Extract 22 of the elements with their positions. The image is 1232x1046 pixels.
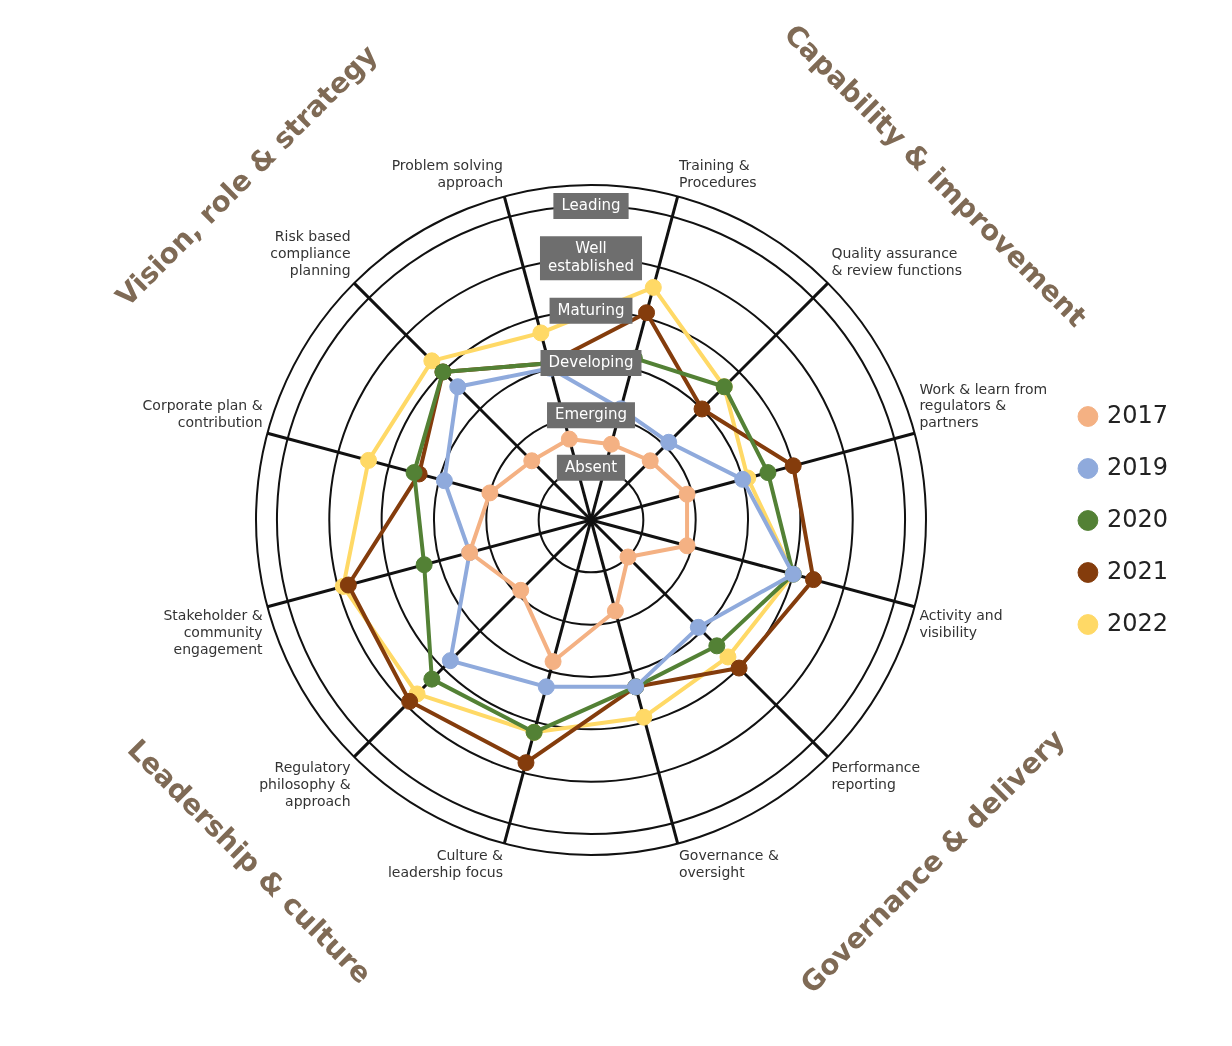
y-tick-label: Developing bbox=[548, 352, 634, 371]
spoke-label: Culture & leadership focus bbox=[387, 847, 504, 881]
spoke-label: Performance reporting bbox=[831, 759, 921, 793]
y-tick-label: Well established bbox=[547, 239, 635, 276]
y-tick-label: Emerging bbox=[555, 405, 627, 424]
spoke-label: Work & learn from regulators & partners bbox=[919, 380, 1048, 431]
spoke-label: Training & Procedures bbox=[677, 157, 757, 190]
spoke-label: Stakeholder & community engagement bbox=[163, 607, 264, 657]
spoke-label: Regulatory philosophy & approach bbox=[259, 759, 351, 810]
legend-label: 2017 bbox=[1106, 400, 1168, 429]
legend-label: 2019 bbox=[1106, 452, 1168, 481]
spoke-label: Governance & oversight bbox=[678, 847, 779, 881]
spoke-label: Problem solving approach bbox=[391, 157, 504, 190]
spoke-label: Corporate plan & contribution bbox=[142, 397, 263, 431]
legend-label: 2022 bbox=[1106, 608, 1168, 637]
y-tick-label: Leading bbox=[561, 195, 621, 214]
y-tick-label: Maturing bbox=[557, 300, 625, 319]
legend-label: 2021 bbox=[1106, 556, 1168, 585]
spoke-label: Activity and visibility bbox=[919, 607, 1003, 640]
spoke-label: Risk based compliance planning bbox=[270, 228, 351, 278]
legend-label: 2020 bbox=[1106, 504, 1168, 533]
y-tick-label: Absent bbox=[564, 457, 618, 476]
